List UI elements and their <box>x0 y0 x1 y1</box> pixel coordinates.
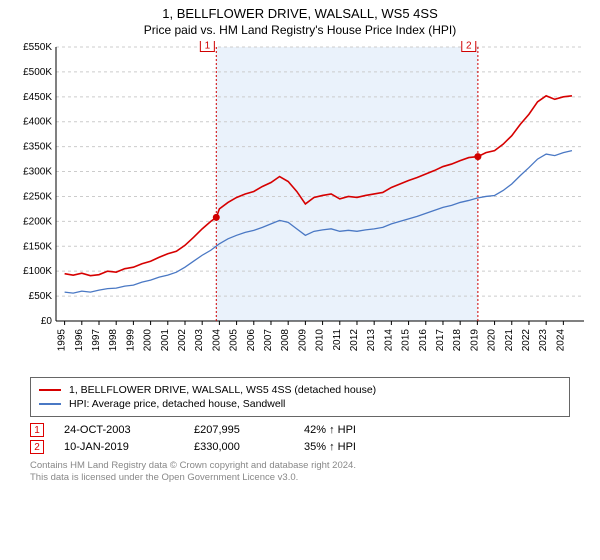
svg-text:2020: 2020 <box>487 329 498 352</box>
svg-text:£450K: £450K <box>23 92 52 103</box>
svg-text:2009: 2009 <box>297 329 308 352</box>
svg-text:2002: 2002 <box>177 329 188 352</box>
page: 1, BELLFLOWER DRIVE, WALSALL, WS5 4SS Pr… <box>0 0 600 560</box>
sale-date: 24-OCT-2003 <box>64 424 194 436</box>
svg-text:2003: 2003 <box>194 329 205 352</box>
svg-text:1: 1 <box>205 41 211 52</box>
legend-item-hpi: HPI: Average price, detached house, Sand… <box>39 398 561 410</box>
legend-swatch <box>39 403 61 405</box>
footnote-line: This data is licensed under the Open Gov… <box>30 472 570 484</box>
svg-text:2011: 2011 <box>332 329 343 351</box>
svg-text:2024: 2024 <box>555 329 566 352</box>
sale-price: £207,995 <box>194 424 304 436</box>
footnote: Contains HM Land Registry data © Crown c… <box>30 460 570 485</box>
chart-svg: £0 £50K £100K £150K £200K £250K £300K £350K £400… <box>10 41 590 371</box>
sales-table: 1 24-OCT-2003 £207,995 42% ↑ HPI 2 10-JA… <box>30 423 570 454</box>
svg-text:2004: 2004 <box>211 329 222 352</box>
svg-text:£150K: £150K <box>23 241 52 252</box>
title-address: 1, BELLFLOWER DRIVE, WALSALL, WS5 4SS <box>0 6 600 21</box>
sale-row: 2 10-JAN-2019 £330,000 35% ↑ HPI <box>30 440 570 454</box>
svg-text:2017: 2017 <box>435 329 446 352</box>
svg-text:2018: 2018 <box>452 329 463 352</box>
svg-text:2022: 2022 <box>521 329 532 352</box>
sale-date: 10-JAN-2019 <box>64 441 194 453</box>
sale-marker-icon: 1 <box>30 423 44 437</box>
svg-text:£100K: £100K <box>23 266 52 277</box>
svg-text:1995: 1995 <box>57 329 68 352</box>
svg-text:£350K: £350K <box>23 142 52 153</box>
title-subtitle: Price paid vs. HM Land Registry's House … <box>0 23 600 37</box>
svg-text:2006: 2006 <box>246 329 257 352</box>
svg-text:2019: 2019 <box>469 329 480 352</box>
svg-text:1998: 1998 <box>108 329 119 352</box>
legend-label: HPI: Average price, detached house, Sand… <box>69 398 285 410</box>
svg-text:1997: 1997 <box>91 329 102 352</box>
svg-text:£300K: £300K <box>23 167 52 178</box>
title-block: 1, BELLFLOWER DRIVE, WALSALL, WS5 4SS Pr… <box>0 0 600 37</box>
sale-delta: 42% ↑ HPI <box>304 424 414 436</box>
legend-label: 1, BELLFLOWER DRIVE, WALSALL, WS5 4SS (d… <box>69 384 376 396</box>
svg-text:2014: 2014 <box>383 329 394 352</box>
legend: 1, BELLFLOWER DRIVE, WALSALL, WS5 4SS (d… <box>30 377 570 417</box>
svg-text:£400K: £400K <box>23 117 52 128</box>
sale-row: 1 24-OCT-2003 £207,995 42% ↑ HPI <box>30 423 570 437</box>
svg-text:2013: 2013 <box>366 329 377 352</box>
sale-price: £330,000 <box>194 441 304 453</box>
footnote-line: Contains HM Land Registry data © Crown c… <box>30 460 570 472</box>
svg-text:2001: 2001 <box>160 329 171 352</box>
svg-text:2016: 2016 <box>418 329 429 352</box>
svg-text:£500K: £500K <box>23 67 52 78</box>
svg-text:£250K: £250K <box>23 191 52 202</box>
svg-text:2012: 2012 <box>349 329 360 352</box>
sale-marker-icon: 2 <box>30 440 44 454</box>
svg-text:2023: 2023 <box>538 329 549 352</box>
svg-text:2005: 2005 <box>229 329 240 352</box>
sale-delta: 35% ↑ HPI <box>304 441 414 453</box>
svg-text:2021: 2021 <box>504 329 515 352</box>
svg-text:2: 2 <box>466 41 472 52</box>
svg-text:£550K: £550K <box>23 42 52 53</box>
svg-text:2007: 2007 <box>263 329 274 352</box>
svg-text:2000: 2000 <box>143 329 154 352</box>
svg-text:£50K: £50K <box>29 291 53 302</box>
svg-text:2015: 2015 <box>401 329 412 352</box>
svg-text:2008: 2008 <box>280 329 291 352</box>
legend-swatch <box>39 389 61 391</box>
svg-text:1996: 1996 <box>74 329 85 352</box>
svg-text:£200K: £200K <box>23 216 52 227</box>
svg-text:2010: 2010 <box>315 329 326 352</box>
svg-text:1999: 1999 <box>125 329 136 352</box>
legend-item-subject: 1, BELLFLOWER DRIVE, WALSALL, WS5 4SS (d… <box>39 384 561 396</box>
price-chart: £0 £50K £100K £150K £200K £250K £300K £350K £400… <box>10 41 590 371</box>
svg-text:£0: £0 <box>41 316 53 327</box>
